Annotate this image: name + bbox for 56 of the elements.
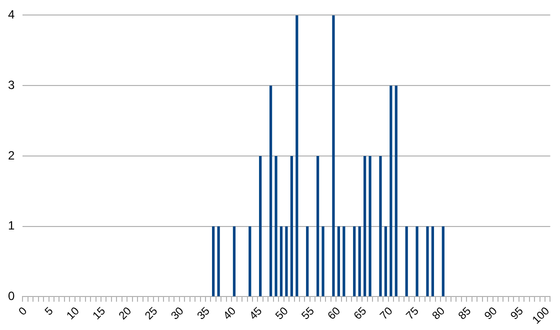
x-tick-label: 70	[378, 305, 396, 322]
bar	[353, 226, 356, 296]
bar	[332, 15, 335, 296]
bar	[269, 86, 272, 296]
bar	[290, 156, 293, 296]
y-tick-label: 3	[8, 78, 15, 92]
x-tick-label: 90	[482, 305, 500, 322]
bar	[306, 226, 309, 296]
x-tick-label: 85	[456, 305, 474, 322]
x-tick-label: 20	[116, 305, 134, 322]
bar	[248, 226, 252, 296]
x-tick-label: 0	[16, 305, 30, 318]
x-tick-label: 45	[247, 305, 265, 322]
bar	[217, 226, 220, 296]
bar	[379, 156, 382, 296]
bar	[390, 86, 392, 296]
bar	[358, 226, 361, 296]
x-tick-label: 30	[169, 305, 186, 322]
x-tick-label: 15	[90, 305, 108, 322]
x-tick-label: 75	[404, 305, 422, 322]
bar	[259, 156, 262, 296]
x-tick-label: 80	[430, 305, 448, 322]
bar	[212, 226, 215, 296]
x-tick-label: 10	[64, 305, 82, 322]
bar	[337, 226, 340, 296]
bar	[384, 226, 388, 296]
bar	[368, 156, 372, 296]
x-tick-label: 50	[274, 305, 291, 322]
bar	[296, 15, 298, 296]
bar	[416, 226, 418, 296]
bar	[316, 156, 320, 296]
y-tick-label: 0	[8, 289, 15, 303]
x-tick-label: 25	[142, 305, 160, 322]
bar	[426, 226, 429, 296]
y-tick-label: 1	[8, 218, 15, 233]
bar	[232, 226, 236, 296]
x-tick-label: 40	[221, 305, 238, 322]
x-tick-label: 60	[326, 305, 343, 322]
x-tick-label: 55	[300, 305, 317, 322]
y-tick-label: 4	[8, 8, 15, 22]
bar	[405, 226, 408, 296]
x-tick-label: 35	[195, 305, 212, 322]
bar	[442, 226, 444, 296]
x-tick-label: 5	[42, 305, 56, 318]
bar	[431, 226, 434, 296]
x-tick-label: 95	[508, 305, 526, 322]
bar	[364, 156, 366, 296]
bar	[322, 226, 324, 296]
bar	[285, 226, 288, 296]
bar	[280, 226, 283, 296]
bar	[394, 86, 398, 296]
y-tick-label: 2	[8, 148, 15, 162]
x-tick-label: 65	[352, 305, 370, 322]
bar	[342, 226, 346, 296]
x-tick-label: 100	[530, 305, 552, 327]
bar	[274, 156, 278, 296]
